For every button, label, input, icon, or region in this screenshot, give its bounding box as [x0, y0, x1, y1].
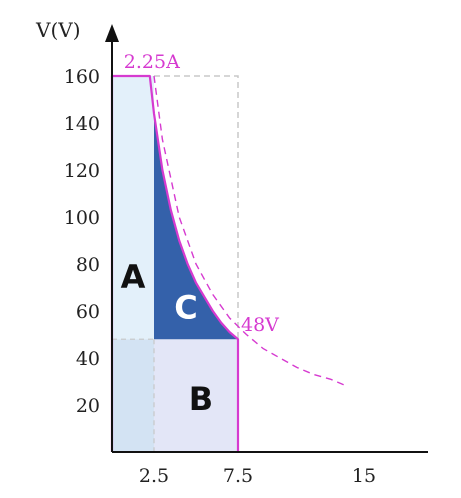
axes-layer	[105, 24, 428, 453]
y-tick-label: 140	[64, 113, 100, 135]
y-tick-label: 160	[64, 66, 100, 88]
region-c-label: C	[174, 288, 197, 326]
y-tick-label: 120	[64, 160, 100, 182]
annotation-min-voltage: 48V	[241, 314, 279, 336]
guides-layer	[112, 75, 239, 452]
curve-layer	[110, 74, 348, 452]
guide-box	[154, 75, 239, 340]
regions-layer	[112, 76, 238, 452]
y-axis-title: V(V)	[35, 18, 81, 42]
annotation-max-current: 2.25A	[124, 51, 180, 73]
region-a	[112, 76, 154, 340]
labels-layer: 20 40 60 80 100 120 140 160 2.5 7.5 15 2.25A 48V A B C	[64, 51, 376, 487]
region-c	[154, 76, 238, 340]
region-b	[154, 339, 238, 452]
y-tick-label: 40	[76, 348, 100, 370]
region-a-label: A	[121, 258, 146, 296]
x-tick-label: 2.5	[139, 465, 169, 487]
region-b-label: B	[189, 380, 213, 418]
y-tick-label: 100	[64, 207, 100, 229]
y-tick-label: 80	[76, 254, 100, 276]
y-axis-arrow	[105, 24, 119, 42]
x-tick-label: 7.5	[223, 465, 253, 487]
region-corner	[112, 339, 154, 452]
x-tick-label: 15	[352, 465, 376, 487]
operating-boundary	[110, 74, 240, 452]
power-limit-dashed-curve	[153, 75, 348, 387]
y-tick-label: 60	[76, 301, 100, 323]
y-tick-label: 20	[76, 395, 100, 417]
